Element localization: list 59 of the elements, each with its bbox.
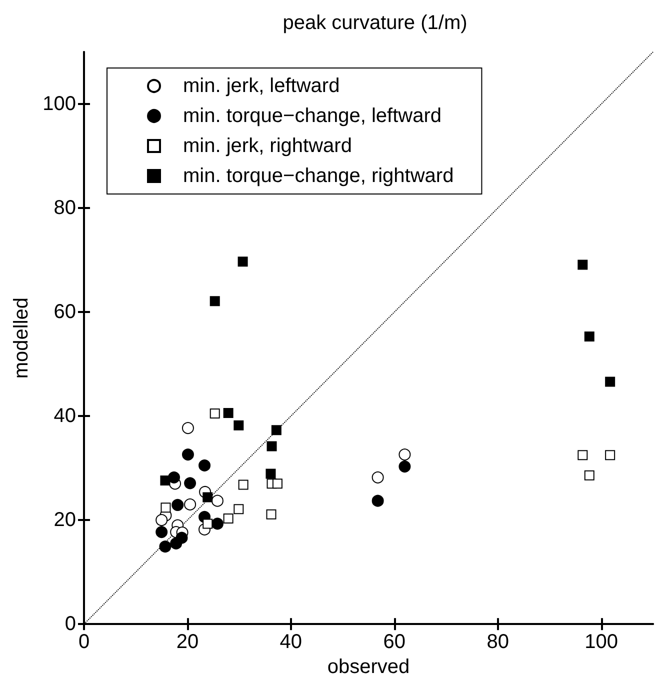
point <box>211 494 224 507</box>
point <box>271 425 282 436</box>
point <box>266 509 276 520</box>
x-tick-label: 20 <box>176 631 199 654</box>
point <box>168 471 180 484</box>
point <box>156 514 168 526</box>
point <box>210 408 220 418</box>
point <box>156 526 168 538</box>
point <box>398 448 411 461</box>
point <box>234 504 244 514</box>
point <box>234 420 244 430</box>
point <box>605 376 616 387</box>
point <box>584 470 594 480</box>
x-tick-label: 100 <box>584 631 618 654</box>
point <box>238 480 248 490</box>
point <box>272 478 282 489</box>
point <box>211 518 224 530</box>
x-tick-label: 0 <box>78 631 90 654</box>
point <box>578 450 588 460</box>
point <box>202 492 213 502</box>
y-tick-label: 80 <box>54 197 76 220</box>
point <box>605 450 616 460</box>
x-axis-title: observed <box>327 656 410 678</box>
y-tick-label: 60 <box>54 301 76 324</box>
point <box>238 256 248 267</box>
y-axis-title: modelled <box>10 297 33 379</box>
point <box>170 537 182 550</box>
point <box>223 514 234 524</box>
point <box>182 448 194 461</box>
legend-label: min. jerk, rightward <box>183 135 352 157</box>
point <box>372 471 384 484</box>
point <box>198 459 211 472</box>
legend-label: min. torque−change, leftward <box>183 105 442 127</box>
point <box>372 494 384 507</box>
point <box>266 441 277 452</box>
point <box>184 498 196 510</box>
point <box>184 477 196 490</box>
point <box>578 260 588 270</box>
legend-label: min. jerk, leftward <box>183 75 340 97</box>
point <box>182 422 194 434</box>
point <box>159 540 172 553</box>
x-tick-label: 60 <box>383 631 406 654</box>
legend-label: min. torque−change, rightward <box>183 165 454 187</box>
x-tick-label: 40 <box>280 631 302 654</box>
y-tick-label: 40 <box>54 405 76 428</box>
point <box>210 296 220 306</box>
chart-title: peak curvature (1/m) <box>282 12 468 34</box>
point <box>266 468 276 479</box>
point <box>223 408 234 418</box>
point <box>202 518 213 529</box>
y-tick-label: 20 <box>54 509 76 532</box>
x-tick-label: 80 <box>486 631 509 654</box>
y-tick-label: 0 <box>64 613 76 636</box>
point <box>172 499 184 511</box>
point <box>160 476 170 486</box>
point <box>398 460 411 473</box>
point <box>584 331 594 342</box>
point <box>160 502 171 513</box>
y-tick-label: 100 <box>42 93 76 116</box>
